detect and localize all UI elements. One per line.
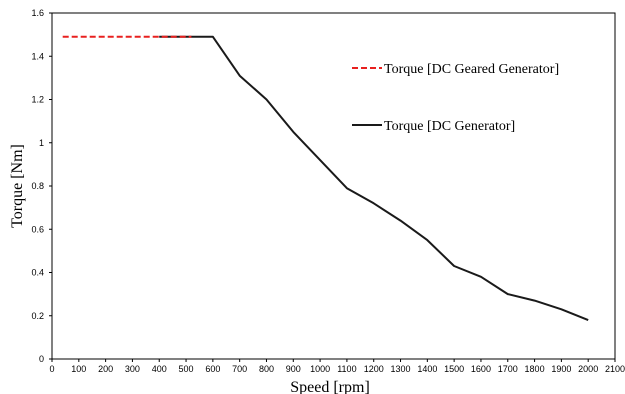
x-tick-label: 300 <box>125 364 140 374</box>
x-tick-label: 800 <box>259 364 274 374</box>
x-tick-label: 1400 <box>417 364 437 374</box>
y-tick-label: 1.6 <box>31 8 44 18</box>
x-tick-label: 1100 <box>337 364 356 374</box>
legend-label: Torque [DC Geared Generator] <box>384 62 559 77</box>
x-tick-label: 1000 <box>310 364 330 374</box>
y-axis: 0 0.2 0.4 0.6 0.8 1 1.2 1.4 1.6 <box>31 8 52 364</box>
x-tick-label: 900 <box>286 364 301 374</box>
y-tick-label: 0.6 <box>31 224 44 234</box>
x-axis: 0 100 200 300 400 500 600 700 800 900 1000 1100 1200… <box>49 359 625 374</box>
x-tick-label: 1900 <box>551 364 571 374</box>
x-tick-label: 1200 <box>364 364 384 374</box>
x-tick-label: 100 <box>71 364 86 374</box>
y-tick-label: 0.8 <box>31 181 44 191</box>
series-line-dc-generator <box>159 35 589 322</box>
x-tick-label: 2000 <box>578 364 598 374</box>
series-layer <box>62 35 589 322</box>
y-tick-label: 0 <box>39 354 44 364</box>
y-tick-label: 0.2 <box>31 311 44 321</box>
legend: Torque [DC Geared Generator] Torque [DC G… <box>352 62 559 134</box>
x-tick-label: 700 <box>232 364 247 374</box>
x-tick-label: 600 <box>205 364 220 374</box>
x-tick-label: 400 <box>152 364 167 374</box>
x-tick-label: 1300 <box>391 364 411 374</box>
y-tick-label: 1 <box>39 138 44 148</box>
x-tick-label: 1600 <box>471 364 491 374</box>
x-tick-label: 0 <box>49 364 54 374</box>
x-tick-label: 500 <box>179 364 194 374</box>
x-tick-label: 2100 <box>605 364 625 374</box>
y-tick-label: 1.4 <box>31 51 44 61</box>
x-tick-label: 1700 <box>498 364 518 374</box>
legend-label: Torque [DC Generator] <box>384 119 515 134</box>
y-tick-label: 0.4 <box>31 268 44 278</box>
x-tick-label: 1800 <box>525 364 545 374</box>
y-axis-title: Torque [Nm] <box>9 144 26 228</box>
x-tick-label: 1500 <box>444 364 464 374</box>
x-axis-title: Speed [rpm] <box>290 379 370 394</box>
x-tick-label: 200 <box>98 364 113 374</box>
y-tick-label: 1.2 <box>31 95 44 105</box>
